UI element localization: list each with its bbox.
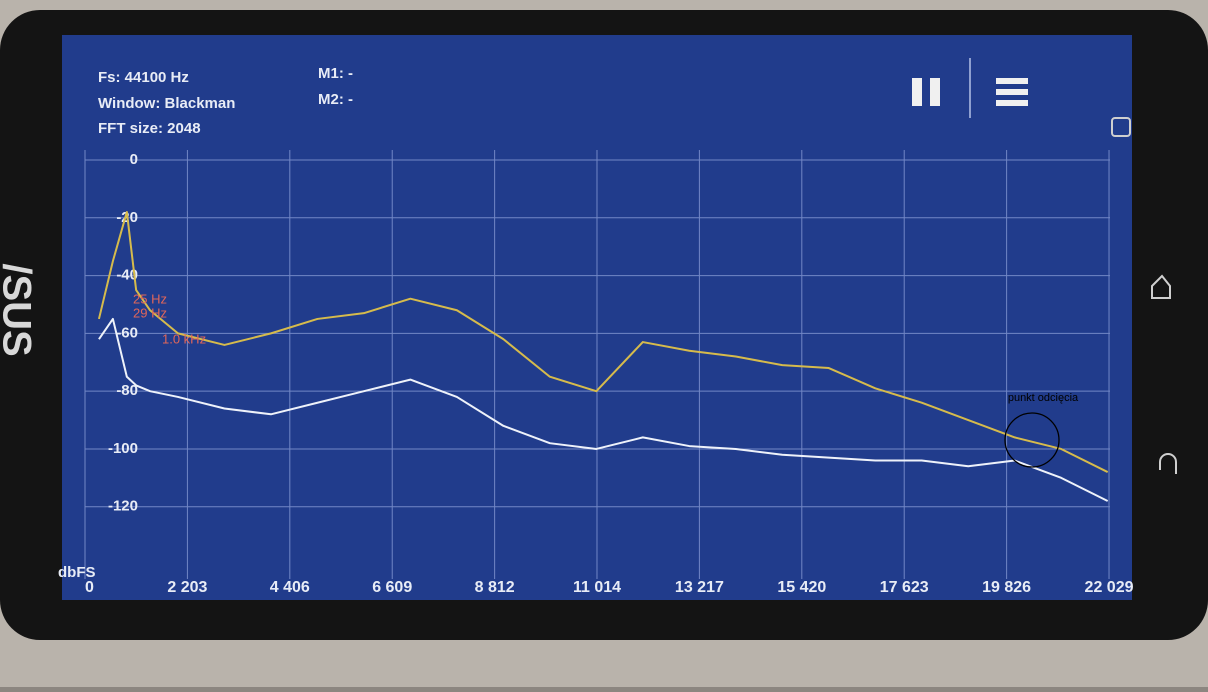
x-tick-label: 0	[85, 579, 94, 596]
y-axis-label: dbFS	[58, 564, 96, 581]
x-tick-label: 17 623	[880, 579, 929, 596]
m1-info: M1: -	[318, 65, 353, 82]
x-tick-label: 6 609	[372, 579, 412, 596]
menu-bar	[996, 78, 1028, 84]
window-info: Window: Blackman	[98, 95, 235, 112]
m2-info: M2: -	[318, 91, 353, 108]
y-tick-label: -100	[108, 440, 138, 457]
x-tick-label: 8 812	[475, 579, 515, 596]
x-tick-label: 19 826	[982, 579, 1031, 596]
x-tick-label: 2 203	[167, 579, 207, 596]
x-tick-label: 4 406	[270, 579, 310, 596]
pause-bar	[912, 78, 922, 106]
photo: /SUS Fs: 44100 Hz Window: Blackman FFT s…	[0, 0, 1208, 687]
brand: /SUS	[0, 263, 38, 356]
menu-bar	[996, 89, 1028, 95]
x-tick-label: 13 217	[675, 579, 724, 596]
y-tick-label: -60	[116, 324, 138, 341]
y-tick-label: -120	[108, 498, 138, 515]
fft-info: FFT size: 2048	[98, 120, 201, 137]
fs-info: Fs: 44100 Hz	[98, 69, 189, 86]
x-tick-label: 15 420	[777, 579, 826, 596]
marker-label: 25 Hz	[133, 291, 167, 306]
marker-label: 29 Hz	[133, 305, 167, 320]
x-tick-label: 22 029	[1085, 579, 1134, 596]
x-tick-label: 11 014	[573, 579, 621, 596]
marker-label: 1.0 kHz	[162, 331, 206, 346]
menu-bar	[996, 100, 1028, 106]
annotation: punkt odcięcia	[1008, 392, 1079, 404]
y-tick-label: 0	[130, 151, 138, 168]
menu-button[interactable]	[996, 78, 1028, 106]
pause-bar	[930, 78, 940, 106]
